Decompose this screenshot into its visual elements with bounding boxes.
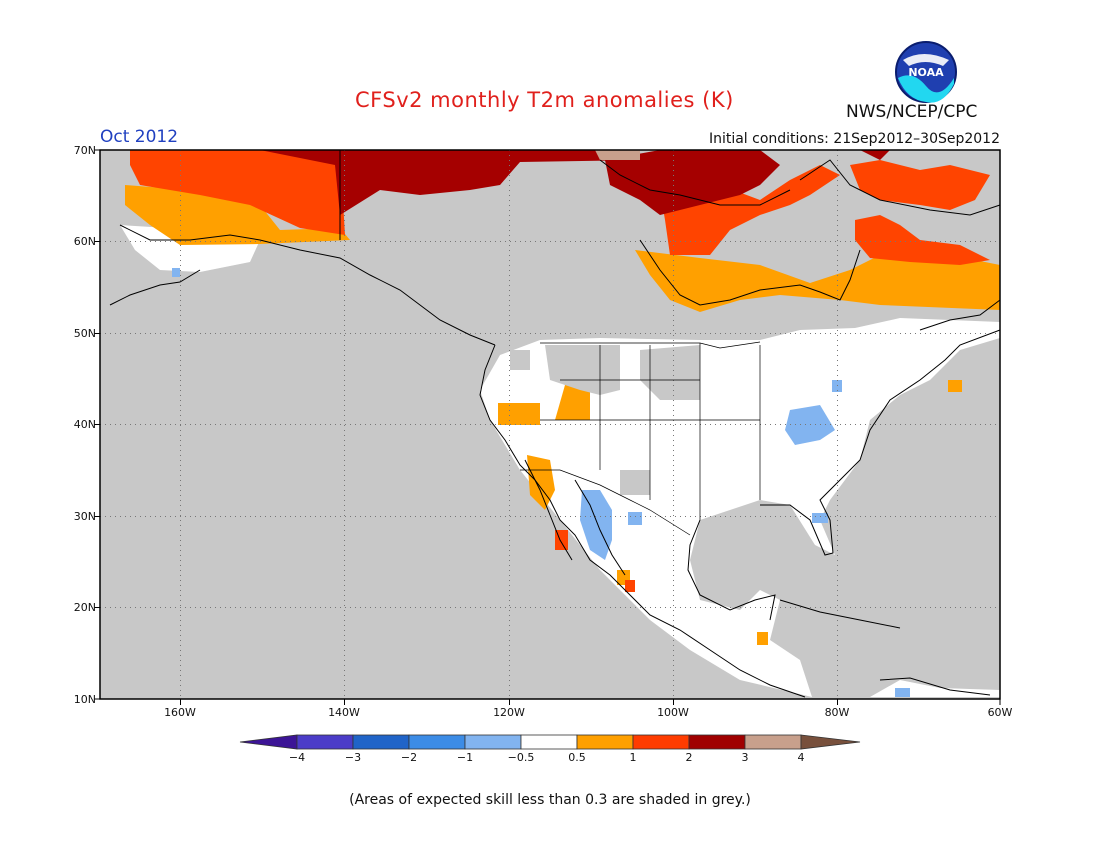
lat-label-40n: 40N xyxy=(73,418,96,431)
region-red-alaska xyxy=(130,150,345,235)
chart-title: CFSv2 monthly T2m anomalies (K) xyxy=(355,88,734,112)
region-orange-baja xyxy=(527,455,555,510)
region-red-labrador xyxy=(850,160,990,210)
coastline xyxy=(687,519,776,621)
region-blue-car xyxy=(895,688,910,697)
logo-text: NOAA xyxy=(908,66,944,79)
coastline xyxy=(879,677,991,696)
region-red-hudson xyxy=(855,215,990,265)
coastlines xyxy=(109,150,1001,698)
forecast-month: Oct 2012 xyxy=(100,127,179,147)
region-darkred-arctic xyxy=(605,150,780,215)
coastline xyxy=(919,299,1001,331)
coastline xyxy=(524,459,573,561)
region-red-mex xyxy=(625,580,635,592)
region-grey-mex xyxy=(620,470,650,495)
lat-label-30n: 30N xyxy=(73,510,96,523)
lat-label-70n: 70N xyxy=(73,144,96,157)
colorbar-label: 4 xyxy=(797,751,805,764)
colorbar-label: 2 xyxy=(685,751,693,764)
lat-label-60n: 60N xyxy=(73,235,96,248)
region-darkred-yukon xyxy=(260,150,640,215)
coastline xyxy=(779,599,901,629)
organization-label: NWS/NCEP/CPC xyxy=(846,102,978,122)
lat-label-10n: 10N xyxy=(73,693,96,706)
lon-label-120w: 120W xyxy=(493,706,525,719)
region-blue-ak xyxy=(172,268,180,277)
lon-label-60w: 60W xyxy=(987,706,1013,719)
region-orange-ca xyxy=(498,403,540,425)
region-blue-mex2 xyxy=(628,512,642,525)
coastline xyxy=(119,224,496,346)
lon-label-100w: 100W xyxy=(657,706,689,719)
initial-conditions: Initial conditions: 21Sep2012–30Sep2012 xyxy=(708,131,1000,147)
coastline xyxy=(760,329,1001,556)
region-grey-rockies xyxy=(545,345,620,395)
coastline xyxy=(109,269,201,306)
coastline xyxy=(574,479,626,576)
colorbar-label: 0.5 xyxy=(568,751,586,764)
colorbar-label: −2 xyxy=(400,751,418,764)
region-orange-ca2 xyxy=(757,632,768,645)
region-land xyxy=(480,318,1000,697)
colorbar-label: 1 xyxy=(629,751,637,764)
noaa-logo-icon: NOAA xyxy=(895,41,957,103)
state-border xyxy=(520,469,691,536)
region-orange-alaska xyxy=(125,185,350,245)
region-grey-nv xyxy=(510,350,530,370)
region-blue-fl xyxy=(812,513,828,523)
colorbar-label: −4 xyxy=(288,751,306,764)
state-border xyxy=(540,341,761,349)
region-grey-plains xyxy=(640,345,700,400)
colorbar-label: 3 xyxy=(741,751,749,764)
anomaly-regions xyxy=(120,150,1000,697)
colorbar-label: −1 xyxy=(456,751,474,764)
lat-label-20n: 20N xyxy=(73,601,96,614)
region-darkred-greenland-tip xyxy=(860,150,890,160)
lon-label-160w: 160W xyxy=(164,706,196,719)
colorbar-label: −3 xyxy=(344,751,362,764)
region-orange-utah xyxy=(555,385,590,420)
lat-label-50n: 50N xyxy=(73,327,96,340)
lon-label-140w: 140W xyxy=(328,706,360,719)
coastline xyxy=(479,344,806,698)
region-orange-ne xyxy=(948,380,962,392)
lon-label-80w: 80W xyxy=(824,706,850,719)
coastline xyxy=(639,239,861,306)
graticule xyxy=(100,150,1000,699)
region-tan-arctic xyxy=(595,150,640,160)
colorbar-label: −0.5 xyxy=(507,751,535,764)
region-blue-sw xyxy=(580,490,612,560)
skill-note: (Areas of expected skill less than 0.3 a… xyxy=(349,792,751,808)
coastline xyxy=(799,159,1001,216)
coastline xyxy=(599,159,791,206)
